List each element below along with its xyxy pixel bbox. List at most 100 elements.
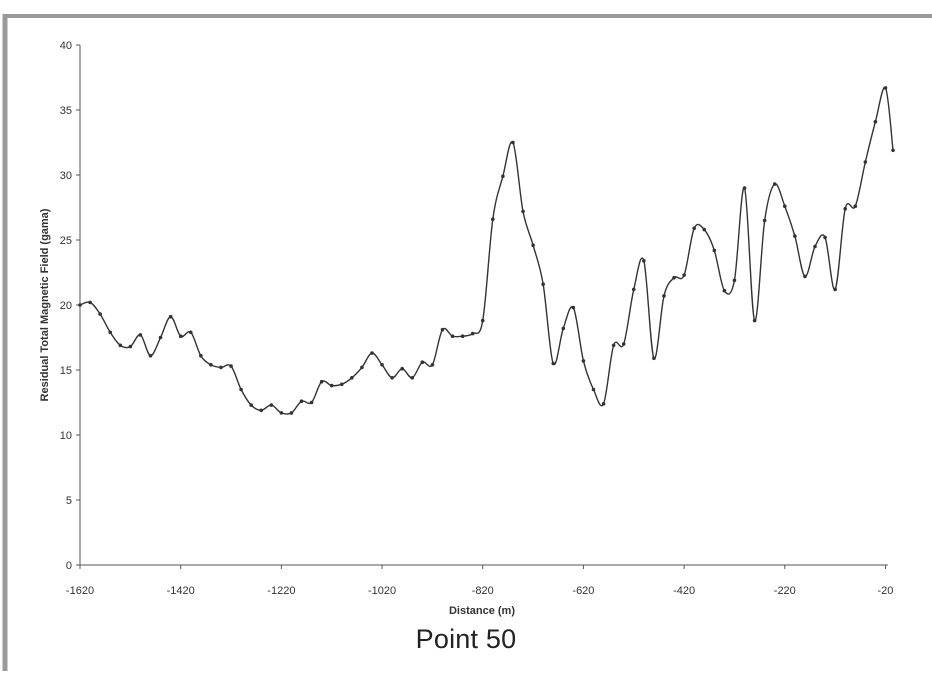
data-point [772, 182, 777, 186]
data-point [803, 274, 807, 279]
data-point [873, 119, 878, 124]
y-tick-label: 30 [60, 170, 72, 182]
data-point [853, 204, 858, 208]
data-point [319, 379, 324, 384]
data-point [793, 234, 797, 238]
data-point [199, 353, 203, 358]
data-point [551, 361, 556, 366]
data-point [742, 186, 747, 190]
data-point [138, 333, 143, 337]
x-tick-label: -1620 [66, 585, 94, 597]
data-point [712, 248, 717, 253]
data-point [128, 344, 133, 349]
data-point [249, 403, 253, 407]
data-point [511, 140, 515, 145]
x-tick-label: -20 [878, 585, 894, 597]
data-point [521, 209, 525, 214]
figure-caption: Point 50 [415, 624, 517, 654]
data-point [98, 312, 102, 316]
y-tick-label: 40 [60, 40, 72, 52]
data-point [380, 363, 384, 367]
data-point [309, 400, 314, 405]
data-point [118, 343, 123, 348]
data-point [722, 288, 727, 293]
data-point [420, 360, 425, 365]
data-point [360, 365, 364, 370]
y-tick-label: 0 [66, 560, 72, 572]
data-point [78, 303, 82, 307]
data-point [470, 331, 475, 336]
data-point [460, 334, 465, 339]
data-point [148, 353, 153, 358]
data-point [561, 326, 566, 331]
x-tick-label: -1020 [368, 585, 396, 597]
data-point [541, 282, 545, 287]
data-point [652, 356, 656, 361]
data-point [601, 402, 606, 406]
data-point [450, 334, 455, 339]
data-point [178, 334, 183, 339]
data-point [631, 287, 636, 292]
data-point [239, 387, 243, 392]
data-point [531, 243, 535, 247]
data-point [762, 218, 767, 223]
x-tick-label: -1220 [267, 585, 295, 597]
series-line [79, 86, 894, 415]
data-point [863, 160, 868, 164]
data-point [440, 327, 445, 332]
data-point [581, 359, 586, 363]
data-point [501, 174, 505, 179]
data-point [883, 86, 888, 90]
data-point [229, 364, 233, 368]
data-point [692, 226, 696, 231]
data-point [621, 342, 626, 346]
x-tick-label: -820 [472, 585, 494, 597]
x-tick-label: -420 [673, 585, 695, 597]
data-point [410, 376, 415, 380]
data-point [269, 403, 274, 407]
x-ticks: -1620 -1420 -1220 -1020 -820 -620 -420 -220 -20 [66, 565, 894, 597]
data-markers [78, 86, 895, 415]
data-point [891, 148, 895, 153]
y-tick-label: 5 [66, 495, 72, 507]
data-point [591, 387, 596, 392]
data-point [843, 207, 848, 211]
data-point [219, 365, 223, 370]
data-point [491, 217, 495, 221]
x-axis-title: Distance (m) [449, 605, 515, 617]
y-axis-title: Residual Total Magnetic Field (gama) [39, 208, 51, 401]
y-tick-label: 35 [60, 105, 72, 117]
data-point [611, 343, 616, 348]
data-point [662, 294, 666, 298]
data-point [188, 330, 193, 335]
data-point [329, 383, 334, 388]
data-point [833, 287, 837, 292]
data-point [642, 259, 646, 263]
y-ticks: 0 5 10 15 20 25 30 35 40 [60, 40, 80, 572]
data-point [350, 376, 354, 380]
y-tick-label: 20 [60, 300, 72, 312]
data-point [571, 305, 576, 310]
data-point [702, 227, 707, 232]
data-point [259, 408, 264, 413]
data-point [370, 351, 374, 355]
data-point [168, 314, 173, 319]
data-point [339, 382, 344, 387]
data-point [279, 411, 284, 415]
data-point [480, 318, 485, 323]
data-point [682, 273, 686, 277]
data-point [430, 363, 435, 367]
x-tick-label: -220 [774, 585, 796, 597]
data-point [299, 399, 304, 404]
y-tick-label: 10 [60, 430, 72, 442]
data-point [752, 318, 757, 323]
data-point [672, 275, 676, 280]
x-tick-label: -1420 [167, 585, 195, 597]
data-point [209, 363, 213, 367]
data-point [88, 300, 92, 305]
y-tick-label: 15 [60, 365, 72, 377]
data-point [732, 278, 737, 283]
data-point [108, 330, 113, 335]
